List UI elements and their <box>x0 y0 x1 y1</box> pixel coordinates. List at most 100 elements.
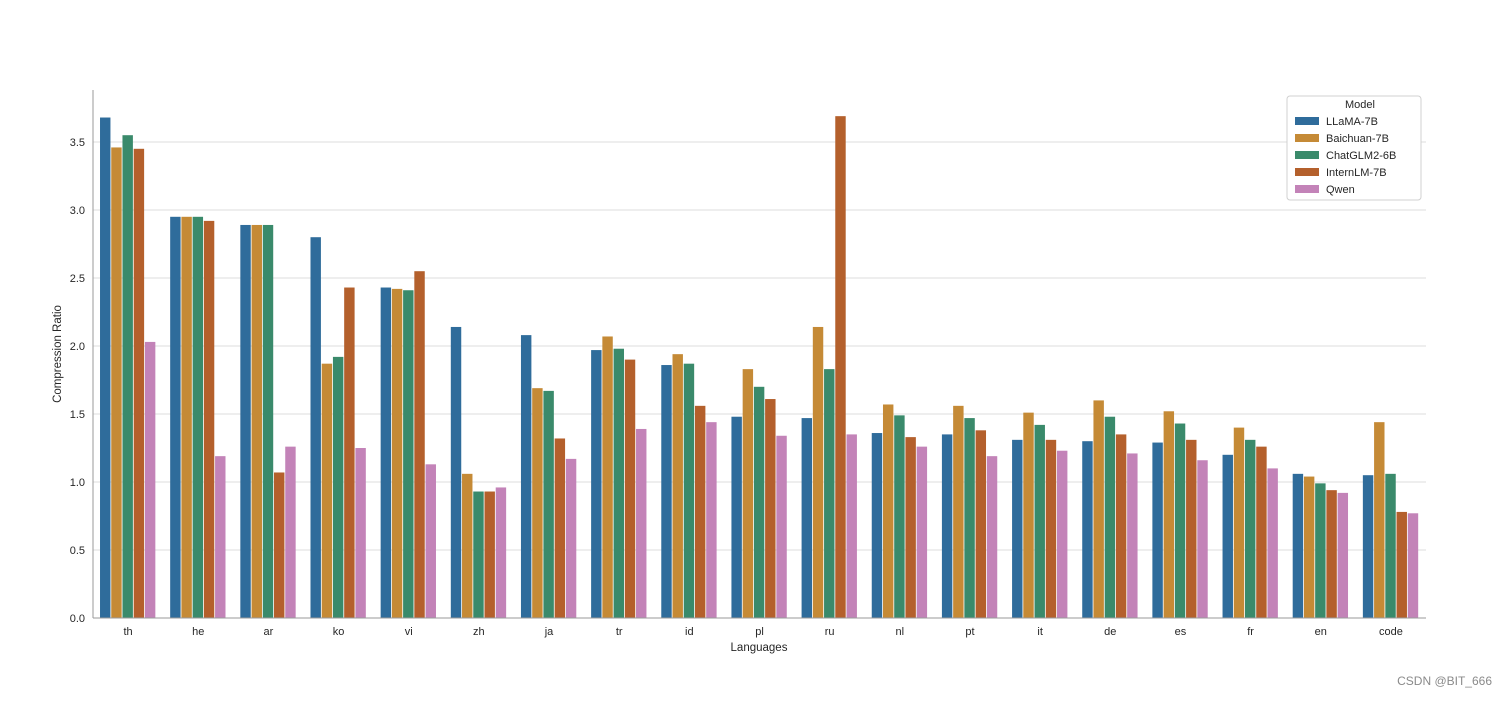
bar <box>565 458 577 618</box>
y-tick-label: 1.0 <box>70 477 85 489</box>
bar <box>1012 439 1023 618</box>
bar <box>133 148 145 619</box>
bar <box>731 416 742 618</box>
bar <box>812 326 824 618</box>
x-tick-label: ko <box>333 626 345 638</box>
y-tick-label: 1.5 <box>70 409 85 421</box>
bar <box>846 434 857 618</box>
bar <box>321 363 333 618</box>
bar <box>425 464 436 618</box>
y-tick-labels: 0.0 0.5 1.0 1.5 2.0 2.5 3.0 3.5 <box>70 137 85 625</box>
bar <box>1104 416 1116 618</box>
bar <box>1233 427 1245 618</box>
legend-entry: ChatGLM2-6B <box>1326 150 1396 162</box>
bar <box>1045 439 1057 618</box>
y-tick-label: 3.0 <box>70 205 85 217</box>
y-tick-label: 0.0 <box>70 613 85 625</box>
x-tick-label: vi <box>405 626 413 638</box>
bar <box>835 116 846 618</box>
bar <box>310 237 321 618</box>
bar <box>964 418 975 618</box>
bar <box>683 363 695 618</box>
bar <box>882 404 894 618</box>
bar <box>414 271 425 618</box>
bar <box>1222 454 1233 618</box>
axes <box>92 90 1426 619</box>
x-tick-label: ar <box>264 626 274 638</box>
legend-entry: LLaMA-7B <box>1326 116 1378 128</box>
bar <box>520 335 532 618</box>
bar <box>636 428 647 618</box>
x-tick-label: he <box>192 626 204 638</box>
bar <box>1174 423 1186 618</box>
x-tick-label: en <box>1315 626 1327 638</box>
x-tick-label: ja <box>544 626 554 638</box>
bar <box>554 438 566 618</box>
bar <box>144 341 156 618</box>
legend-swatch <box>1295 151 1319 159</box>
bar <box>742 369 754 618</box>
bar <box>1256 446 1267 618</box>
bar <box>251 224 262 618</box>
bar <box>975 430 987 618</box>
legend-swatch <box>1295 185 1319 193</box>
legend-entry: Baichuan-7B <box>1326 133 1389 145</box>
bar <box>1023 412 1034 618</box>
bar <box>274 472 285 618</box>
bar <box>355 448 366 618</box>
x-tick-label: pt <box>965 626 974 638</box>
bar <box>591 350 602 618</box>
x-tick-label: code <box>1379 626 1403 638</box>
bar <box>100 117 111 619</box>
bar <box>285 446 296 618</box>
bar <box>1362 475 1374 618</box>
bar <box>495 487 507 618</box>
bars <box>100 116 1419 619</box>
x-tick-label: zh <box>473 626 485 638</box>
bar <box>332 356 344 618</box>
bar <box>753 386 765 618</box>
bar <box>203 220 215 618</box>
bar <box>1034 424 1045 618</box>
bar <box>1152 442 1163 618</box>
x-tick-label: es <box>1175 626 1187 638</box>
legend-items: LLaMA-7B Baichuan-7B ChatGLM2-6B InternLM-7… <box>1295 116 1396 196</box>
y-tick-label: 2.0 <box>70 341 85 353</box>
legend-title: Model <box>1345 99 1375 111</box>
bar <box>1407 513 1419 618</box>
legend-entry: Qwen <box>1326 184 1355 196</box>
bar <box>262 224 274 618</box>
bar <box>1186 439 1197 618</box>
x-tick-label: tr <box>616 626 623 638</box>
bar <box>953 405 964 618</box>
y-axis-label: Compression Ratio <box>52 305 64 403</box>
bar <box>694 405 706 618</box>
bar <box>624 359 636 618</box>
bar <box>824 369 835 618</box>
x-tick-labels: th he ar ko vi zh ja tr id pl ru nl pt it de es fr en code <box>123 626 1402 638</box>
bar <box>1292 473 1304 618</box>
legend-entry: InternLM-7B <box>1326 167 1387 179</box>
bar <box>1197 460 1208 618</box>
bar <box>1374 422 1385 618</box>
x-tick-label: fr <box>1247 626 1254 638</box>
bar <box>215 456 226 618</box>
bar <box>916 446 928 618</box>
x-tick-label: it <box>1037 626 1043 638</box>
bar <box>1396 511 1407 618</box>
x-tick-label: de <box>1104 626 1116 638</box>
bar <box>344 287 355 618</box>
bar <box>1082 441 1093 618</box>
bar <box>403 290 414 618</box>
bar <box>1385 473 1396 618</box>
bar <box>765 399 776 618</box>
bar <box>613 348 624 618</box>
bar <box>181 216 192 619</box>
bar <box>776 435 787 618</box>
bar <box>1093 400 1104 618</box>
bar <box>532 388 543 618</box>
bar <box>1326 490 1337 618</box>
legend-swatch <box>1295 134 1319 142</box>
bar <box>1315 483 1326 618</box>
bar <box>1337 492 1349 618</box>
